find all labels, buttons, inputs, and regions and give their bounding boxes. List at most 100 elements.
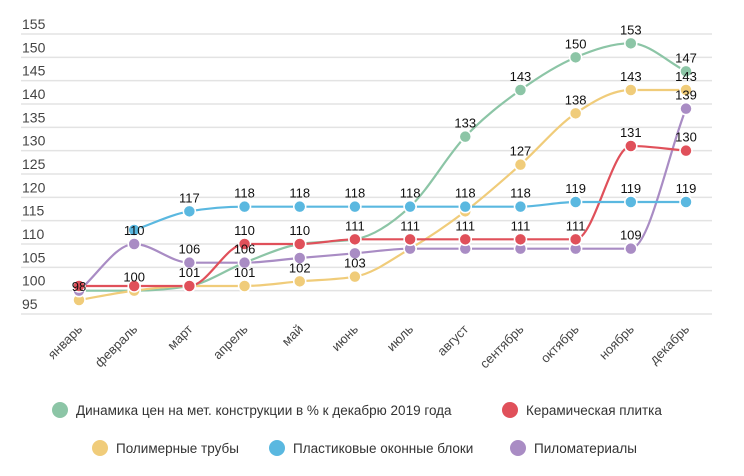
x-tick-label: январь — [45, 321, 86, 362]
legend-item-windows[interactable]: Пластиковые оконные блоки — [269, 440, 473, 456]
x-tick-label: июль — [384, 321, 417, 354]
y-tick-label: 115 — [22, 203, 45, 219]
legend-item-ceramic[interactable]: Керамическая плитка — [502, 402, 662, 418]
data-label: 150 — [565, 36, 587, 51]
data-label: 118 — [510, 186, 531, 201]
data-point — [292, 237, 307, 251]
data-point — [679, 64, 693, 79]
data-label: 118 — [289, 186, 310, 201]
y-tick-label: 150 — [22, 39, 46, 55]
y-axis: 95 100 105 110 115 120 125 130 135 140 145 150 155 — [22, 16, 46, 312]
legend-swatch — [92, 440, 108, 456]
x-tick-label: февраль — [92, 321, 141, 370]
legend-label: Полимерные трубы — [116, 440, 239, 456]
x-tick-label: декабрь — [647, 321, 693, 367]
data-label: 119 — [620, 181, 641, 196]
x-tick-label: июнь — [329, 321, 362, 354]
data-label: 111 — [345, 218, 365, 233]
legend-label: Пиломатериалы — [534, 440, 637, 456]
data-label: 101 — [179, 265, 201, 280]
data-point — [679, 195, 693, 209]
series-line — [78, 108, 688, 292]
data-label: 100 — [123, 270, 145, 285]
data-point — [292, 251, 307, 265]
legend-swatch — [502, 402, 518, 418]
data-point — [458, 129, 473, 144]
legend-label: Керамическая плитка — [526, 402, 662, 418]
y-tick-label: 110 — [22, 226, 45, 242]
data-label: 139 — [675, 88, 697, 103]
x-tick-label: ноябрь — [596, 321, 637, 362]
x-tick-label: март — [164, 321, 195, 352]
data-point — [237, 237, 252, 251]
data-point — [403, 199, 417, 214]
data-label: 106 — [234, 242, 256, 257]
y-tick-label: 135 — [22, 109, 46, 125]
data-label: 153 — [620, 22, 642, 37]
data-label: 143 — [510, 69, 532, 84]
legend-item-lumber[interactable]: Пиломатериалы — [510, 440, 637, 456]
legend-label: Пластиковые оконные блоки — [293, 440, 474, 456]
legend-item-pipes[interactable]: Полимерные трубы — [92, 440, 239, 456]
line-chart: 95 100 105 110 115 120 125 130 135 140 145 150 155 я… — [21, 16, 712, 371]
data-label: 111 — [455, 218, 475, 233]
data-point — [182, 255, 197, 270]
series-line — [78, 88, 686, 302]
data-labels: 133 143 150 153 147 110 110 111 111 111 111 111 131 1… — [72, 22, 697, 294]
data-point — [237, 255, 252, 270]
legend-swatch — [510, 440, 526, 456]
data-point — [679, 83, 693, 97]
data-point — [679, 143, 693, 158]
y-tick-label: 145 — [22, 63, 46, 79]
x-tick-label: август — [434, 321, 471, 358]
data-label: 102 — [289, 260, 311, 275]
data-point — [513, 83, 528, 97]
data-label: 98 — [72, 279, 86, 294]
legend-label: Динамика цен на мет. конструкции в % к д… — [76, 402, 452, 418]
data-label: 118 — [234, 186, 255, 201]
data-point — [568, 195, 583, 209]
data-label: 147 — [675, 50, 697, 65]
data-point — [72, 279, 86, 293]
data-point — [624, 83, 638, 97]
data-point — [568, 232, 583, 247]
data-label: 109 — [620, 228, 642, 243]
data-label: 110 — [124, 223, 145, 238]
data-point — [568, 106, 583, 121]
data-point — [127, 237, 141, 251]
data-label: 110 — [289, 223, 310, 238]
data-label: 143 — [675, 69, 697, 84]
data-point — [348, 232, 362, 247]
legend-swatch — [52, 402, 68, 418]
data-label: 118 — [400, 186, 421, 201]
data-label: 131 — [620, 125, 642, 140]
x-tick-label: сентябрь — [477, 321, 527, 371]
data-label: 117 — [179, 190, 200, 205]
legend-item-metal[interactable]: Динамика цен на мет. конструкции в % к д… — [52, 402, 452, 418]
data-label: 143 — [620, 69, 642, 84]
data-label: 101 — [234, 265, 256, 280]
data-label: 133 — [454, 116, 476, 131]
data-label: 119 — [676, 181, 697, 196]
gridlines — [21, 33, 712, 315]
data-point — [237, 279, 252, 293]
data-label: 119 — [565, 181, 586, 196]
data-point — [403, 232, 417, 247]
x-tick-label: май — [279, 322, 306, 349]
data-point — [568, 50, 583, 65]
y-tick-label: 120 — [22, 179, 46, 195]
data-point — [348, 269, 362, 284]
x-axis: январь февраль март апрель май июнь июль август… — [45, 321, 693, 371]
data-point — [348, 199, 362, 214]
series-points — [72, 36, 693, 307]
legend-swatch — [269, 440, 285, 456]
data-point — [127, 279, 141, 293]
data-point — [292, 274, 307, 289]
data-point — [182, 204, 197, 219]
data-point — [624, 36, 638, 51]
x-tick-label: апрель — [210, 321, 251, 362]
data-label: 118 — [345, 186, 366, 201]
data-point — [348, 246, 362, 261]
data-point — [292, 199, 307, 214]
data-label: 106 — [179, 242, 201, 257]
